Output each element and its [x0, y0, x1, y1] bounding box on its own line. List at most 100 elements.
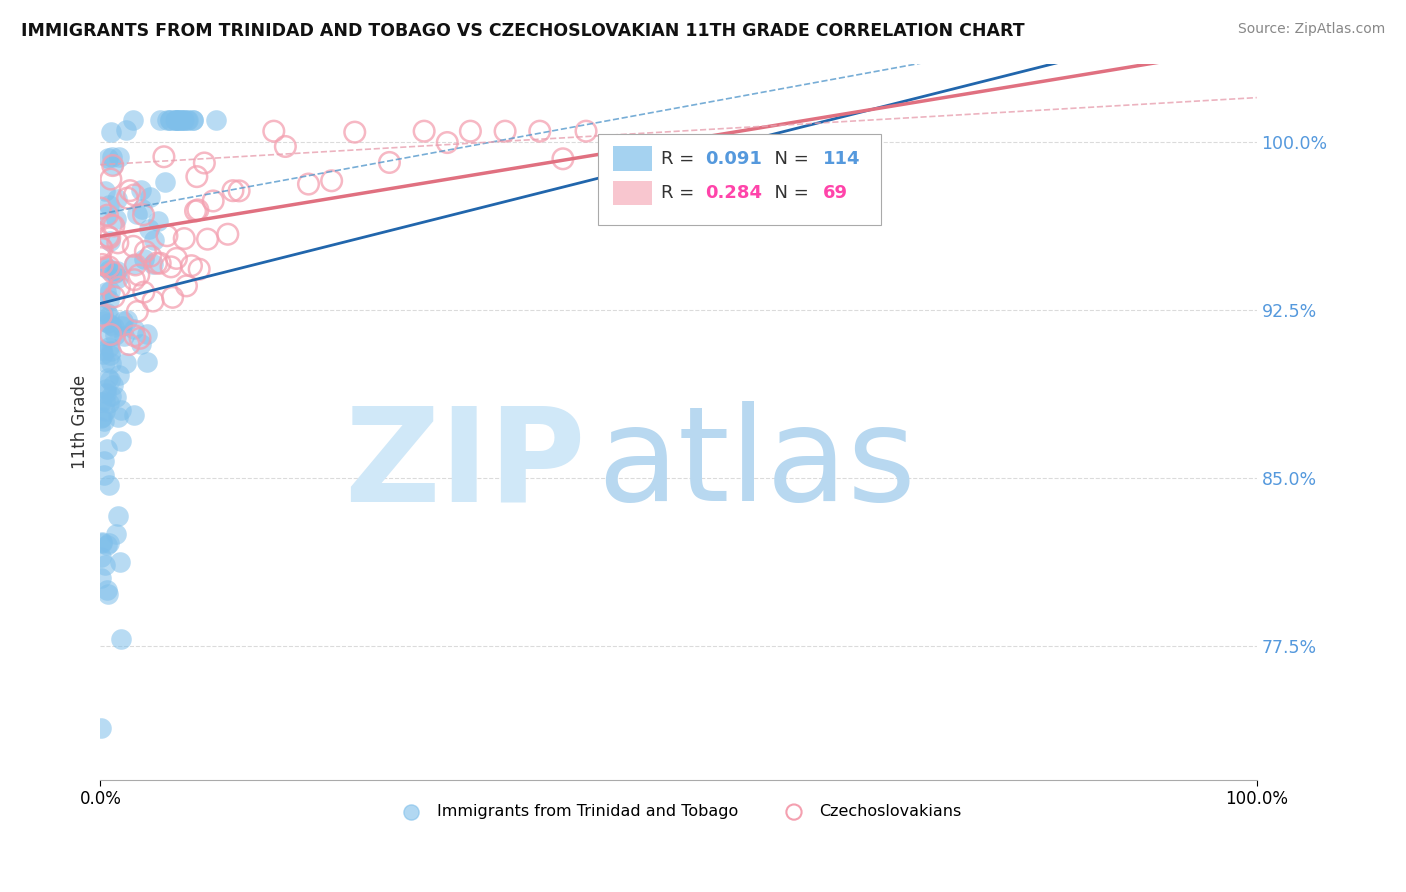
Point	[124, 273, 146, 287]
Point	[127, 304, 149, 318]
Point	[135, 326, 157, 341]
Point	[127, 207, 149, 221]
Text: ZIP: ZIP	[344, 401, 586, 528]
Point	[494, 124, 516, 138]
Point	[90, 394, 112, 409]
Point	[170, 113, 193, 128]
Point	[94, 184, 117, 198]
Point	[122, 113, 145, 128]
Point	[156, 228, 179, 243]
Point	[108, 150, 131, 164]
Point	[100, 318, 122, 333]
Point	[101, 158, 124, 172]
Point	[97, 263, 120, 277]
Point	[105, 391, 128, 405]
Point	[413, 124, 436, 138]
Point	[107, 509, 129, 524]
Point	[139, 190, 162, 204]
Point	[135, 355, 157, 369]
Point	[98, 198, 121, 212]
Point	[96, 306, 118, 320]
Point	[115, 123, 138, 137]
Point	[188, 262, 211, 277]
Point	[98, 234, 121, 248]
Point	[166, 113, 188, 128]
Point	[91, 535, 114, 549]
Point	[101, 265, 124, 279]
Y-axis label: 11th Grade: 11th Grade	[72, 375, 89, 469]
Point	[97, 260, 120, 275]
Point	[91, 307, 114, 321]
Point	[103, 290, 125, 304]
Point	[274, 139, 297, 153]
Point	[94, 394, 117, 409]
Text: N =: N =	[763, 184, 814, 202]
Point	[100, 327, 122, 342]
Point	[108, 368, 131, 382]
Point	[98, 284, 121, 298]
Point	[184, 203, 207, 218]
Point	[205, 113, 228, 128]
Point	[111, 318, 134, 333]
Point	[90, 549, 112, 564]
Point	[217, 227, 239, 242]
Point	[96, 442, 118, 456]
Point	[132, 252, 155, 266]
Point	[97, 309, 120, 323]
Point	[181, 113, 204, 128]
Point	[165, 113, 187, 128]
Point	[110, 434, 132, 449]
Point	[149, 113, 172, 128]
Point	[90, 536, 112, 550]
Point	[177, 113, 200, 128]
Point	[96, 285, 118, 299]
Point	[91, 409, 114, 424]
Point	[143, 233, 166, 247]
Point	[263, 124, 285, 138]
Point	[112, 329, 135, 343]
Point	[575, 124, 598, 138]
Point	[93, 414, 115, 428]
Point	[149, 256, 172, 270]
Point	[297, 177, 319, 191]
Point	[98, 373, 121, 387]
Point	[97, 330, 120, 344]
Point	[90, 309, 112, 323]
Point	[97, 316, 120, 330]
Point	[97, 151, 120, 165]
Text: IMMIGRANTS FROM TRINIDAD AND TOBAGO VS CZECHOSLOVAKIAN 11TH GRADE CORRELATION CH: IMMIGRANTS FROM TRINIDAD AND TOBAGO VS C…	[21, 22, 1025, 40]
Point	[165, 113, 187, 128]
Point	[104, 212, 127, 227]
Point	[91, 257, 114, 271]
Point	[97, 340, 120, 354]
Point	[97, 536, 120, 550]
FancyBboxPatch shape	[598, 134, 882, 225]
Point	[163, 113, 186, 128]
Point	[93, 260, 115, 275]
FancyBboxPatch shape	[613, 181, 652, 205]
Point	[96, 538, 118, 552]
Point	[173, 231, 195, 245]
Point	[146, 214, 169, 228]
Point	[97, 260, 120, 274]
Point	[551, 152, 574, 166]
Legend: Immigrants from Trinidad and Tobago, Czechoslovakians: Immigrants from Trinidad and Tobago, Cze…	[389, 797, 969, 826]
Point	[90, 201, 112, 215]
Point	[124, 322, 146, 336]
Point	[103, 319, 125, 334]
Point	[378, 155, 401, 169]
Point	[94, 558, 117, 572]
Point	[105, 527, 128, 541]
Point	[142, 257, 165, 271]
Point	[98, 478, 121, 492]
Point	[155, 175, 177, 189]
Point	[100, 125, 122, 139]
Point	[118, 184, 141, 198]
Point	[187, 202, 209, 217]
Point	[90, 240, 112, 254]
Point	[96, 583, 118, 598]
Point	[94, 209, 117, 223]
Point	[122, 257, 145, 271]
Point	[166, 113, 188, 128]
Point	[101, 377, 124, 392]
